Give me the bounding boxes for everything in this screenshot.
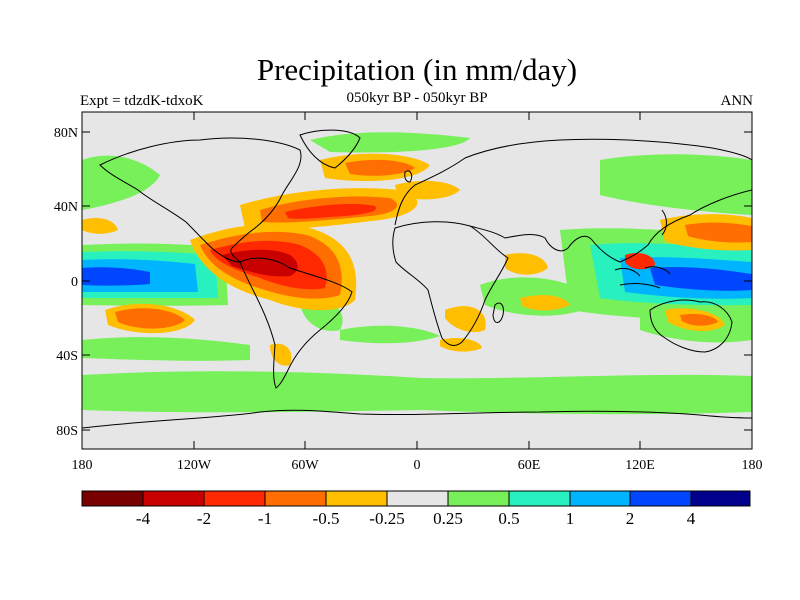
positive-anomaly-east-asia — [600, 154, 752, 215]
coast-australia — [649, 299, 733, 353]
colorbar-label: -2 — [197, 509, 211, 528]
longitude-axis — [81, 112, 753, 449]
latitude-labels: 80N 40N 0 40S 80S — [54, 126, 78, 439]
colorbar-swatch — [509, 491, 570, 506]
colorbar-swatch — [570, 491, 630, 506]
negative-anomaly-australia-core — [680, 313, 718, 326]
negative-anomaly-north-pacific-strong — [685, 222, 752, 243]
positive-anomaly-south-atlantic — [340, 325, 440, 344]
positive-anomaly-southern-ocean — [82, 371, 752, 415]
lon-label: 120E — [625, 458, 655, 473]
negative-anomaly-southeast-africa — [445, 306, 486, 333]
coast-south-america — [239, 257, 353, 389]
positive-anomaly-warm-pool-core — [650, 267, 752, 291]
lon-label: 120W — [177, 458, 212, 473]
colorbar-frame — [81, 490, 751, 507]
negative-anomaly-north-atlantic-core — [285, 204, 376, 219]
colorbar-swatch — [387, 491, 448, 506]
colorbar-swatch — [630, 491, 691, 506]
colorbar-label: -4 — [136, 509, 151, 528]
season-label: ANN — [720, 93, 754, 109]
experiment-label: Expt = tdzdK-tdxoK — [80, 93, 204, 109]
positive-anomaly-tropical-pacific-core — [82, 267, 150, 286]
colorbar-swatch — [326, 491, 387, 506]
anomaly-field — [82, 132, 752, 415]
lon-label: 0 — [414, 458, 421, 473]
coast-north-america — [99, 137, 302, 263]
negative-anomaly-patagonia — [270, 343, 292, 366]
lat-label: 40N — [54, 200, 78, 215]
colorbar-label: 0.5 — [498, 509, 519, 528]
colorbar-swatch — [265, 491, 326, 506]
coast-africa — [392, 221, 509, 346]
negative-anomaly-south-africa — [440, 337, 482, 352]
lat-label: 40S — [56, 349, 78, 364]
colorbar-labels: -4 -2 -1 -0.5 -0.25 0.25 0.5 1 2 4 — [136, 509, 696, 528]
map-panel — [81, 111, 753, 450]
longitude-labels: 180 120W 60W 0 60E 120E 180 — [72, 458, 763, 473]
colorbar-swatch — [143, 491, 204, 506]
latitude-axis — [82, 131, 752, 431]
negative-anomaly-europe — [395, 180, 460, 200]
colorbar-label: 4 — [687, 509, 696, 528]
coast-indonesia — [614, 266, 671, 289]
negative-anomaly-subarctic-atlantic-core — [345, 159, 415, 176]
coast-madagascar — [492, 302, 504, 323]
map-subtitle: 050kyr BP - 050kyr BP — [346, 90, 488, 106]
coast-greenland — [299, 129, 361, 169]
coast-japan — [661, 209, 667, 236]
colorbar-label: -0.25 — [369, 509, 404, 528]
colorbar-dividers — [142, 491, 692, 506]
colorbar-label: -1 — [258, 509, 272, 528]
coast-uk — [404, 170, 413, 183]
positive-anomaly-north-pacific — [82, 155, 160, 210]
lon-label: 60W — [291, 458, 319, 473]
colorbar-swatches — [82, 491, 750, 506]
negative-anomaly-south-pacific-strong — [115, 308, 185, 329]
colorbar-label: 2 — [626, 509, 635, 528]
coast-eurasia — [394, 138, 752, 263]
lon-label: 180 — [742, 458, 763, 473]
negative-anomaly-maritime — [625, 253, 655, 270]
coastlines — [82, 129, 752, 429]
positive-anomaly-south-pacific — [82, 337, 250, 361]
map-title: Precipitation (in mm/day) — [256, 52, 578, 87]
negative-anomaly-east-africa — [505, 253, 548, 275]
colorbar: -4 -2 -1 -0.5 -0.25 0.25 0.5 1 2 4 — [81, 490, 751, 528]
lat-label: 0 — [71, 275, 78, 290]
colorbar-swatch — [448, 491, 509, 506]
colorbar-label: 1 — [566, 509, 575, 528]
lon-label: 180 — [72, 458, 93, 473]
coast-antarctica — [82, 409, 752, 429]
colorbar-swatch — [82, 491, 143, 506]
colorbar-label: 0.25 — [433, 509, 463, 528]
lat-label: 80S — [56, 424, 78, 439]
lon-label: 60E — [518, 458, 541, 473]
colorbar-swatch — [204, 491, 265, 506]
colorbar-label: -0.5 — [313, 509, 340, 528]
colorbar-swatch — [691, 491, 750, 506]
negative-anomaly-north-pacific-west — [82, 218, 118, 234]
lat-label: 80N — [54, 126, 78, 141]
negative-anomaly-atlantic-core — [222, 249, 298, 277]
negative-anomaly-indian-ocean — [520, 295, 570, 311]
positive-anomaly-arctic — [310, 132, 470, 153]
